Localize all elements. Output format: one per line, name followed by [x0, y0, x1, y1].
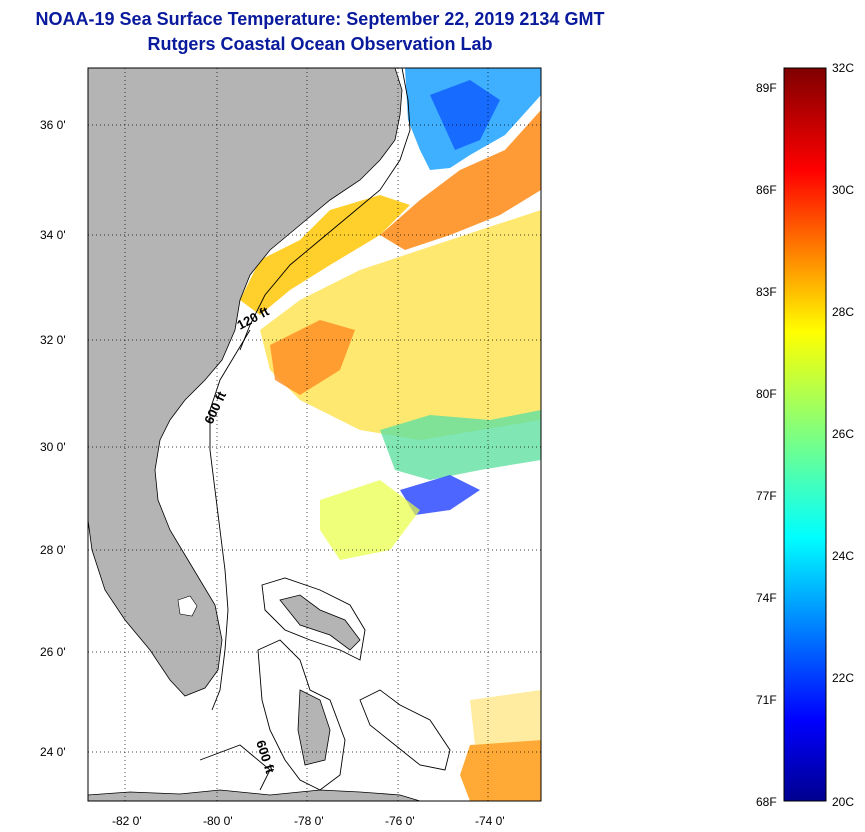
latitude-ticks: 36 0' 34 0' 32 0' 30 0' 28 0' 26 0' 24 0… — [40, 118, 66, 759]
colorbar-c-label: 20C — [832, 795, 854, 809]
bathymetry-contours — [199, 68, 451, 791]
colorbar-gradient — [783, 67, 827, 802]
land-lake-okeechobee — [177, 595, 198, 617]
colorbar-f-label: 83F — [756, 285, 777, 299]
map-title: NOAA-19 Sea Surface Temperature: Septemb… — [35, 9, 605, 29]
land-layer — [88, 68, 421, 801]
map-subtitle: Rutgers Coastal Ocean Observation Lab — [147, 34, 493, 54]
lon-tick-label: -74 0' — [475, 814, 505, 828]
colorbar-f-label: 71F — [756, 693, 777, 707]
colorbar-f-label: 80F — [756, 387, 777, 401]
lat-tick-label: 36 0' — [40, 118, 66, 132]
sst-south-yellow — [470, 690, 541, 745]
contour-bahamas-east — [359, 689, 451, 771]
sst-green-band — [380, 410, 541, 480]
sst-gulf-stream-core — [380, 110, 541, 250]
land-cuba — [88, 789, 421, 801]
lat-tick-label: 26 0' — [40, 645, 66, 659]
sst-layer — [240, 68, 541, 801]
colorbar-c-label: 30C — [832, 183, 854, 197]
colorbar-f-label: 68F — [756, 795, 777, 809]
colorbar-celsius-labels: 32C 30C 28C 26C 24C 22C 20C — [832, 61, 854, 809]
lon-tick-label: -80 0' — [203, 814, 233, 828]
longitude-ticks: -82 0' -80 0' -78 0' -76 0' -74 0' — [112, 814, 505, 828]
colorbar-c-label: 26C — [832, 427, 854, 441]
colorbar-c-label: 24C — [832, 549, 854, 563]
land-bahamas-andros — [297, 689, 331, 766]
colorbar-c-label: 32C — [832, 61, 854, 75]
colorbar-fahrenheit-labels: 89F 86F 83F 80F 77F 74F 71F 68F — [756, 81, 777, 809]
colorbar-f-label: 77F — [756, 489, 777, 503]
colorbar-c-label: 28C — [832, 305, 854, 319]
lon-tick-label: -76 0' — [385, 814, 415, 828]
sst-cold-core — [430, 80, 500, 150]
lon-tick-label: -78 0' — [294, 814, 324, 828]
contour-bahamas-inner — [257, 639, 346, 791]
colorbar-f-label: 89F — [756, 81, 777, 95]
sst-offshore-yellow — [260, 210, 541, 440]
lat-tick-label: 24 0' — [40, 745, 66, 759]
contour-cuba-shelf — [199, 744, 271, 791]
land-us-mainland — [88, 68, 403, 697]
sst-blue-speckles — [400, 475, 480, 515]
contour-bahamas-outer — [261, 577, 366, 661]
lat-tick-label: 30 0' — [40, 440, 66, 454]
contour-600ft — [209, 329, 251, 711]
colorbar-c-label: 22C — [832, 671, 854, 685]
lat-tick-label: 34 0' — [40, 228, 66, 242]
sst-shelf-warm — [240, 195, 410, 315]
sst-orange-patches — [270, 320, 355, 395]
colorbar: 89F 86F 83F 80F 77F 74F 71F 68F 32C 30C … — [756, 61, 854, 809]
colorbar-f-label: 86F — [756, 183, 777, 197]
colorbar-f-label: 74F — [756, 591, 777, 605]
lat-tick-label: 32 0' — [40, 333, 66, 347]
lon-tick-label: -82 0' — [112, 814, 142, 828]
sst-southeast-orange — [460, 740, 541, 801]
sst-yellow-mid — [320, 480, 420, 560]
map-panel — [88, 68, 541, 801]
map-frame — [87, 67, 542, 802]
lat-tick-label: 28 0' — [40, 543, 66, 557]
contour-120ft — [239, 68, 411, 351]
